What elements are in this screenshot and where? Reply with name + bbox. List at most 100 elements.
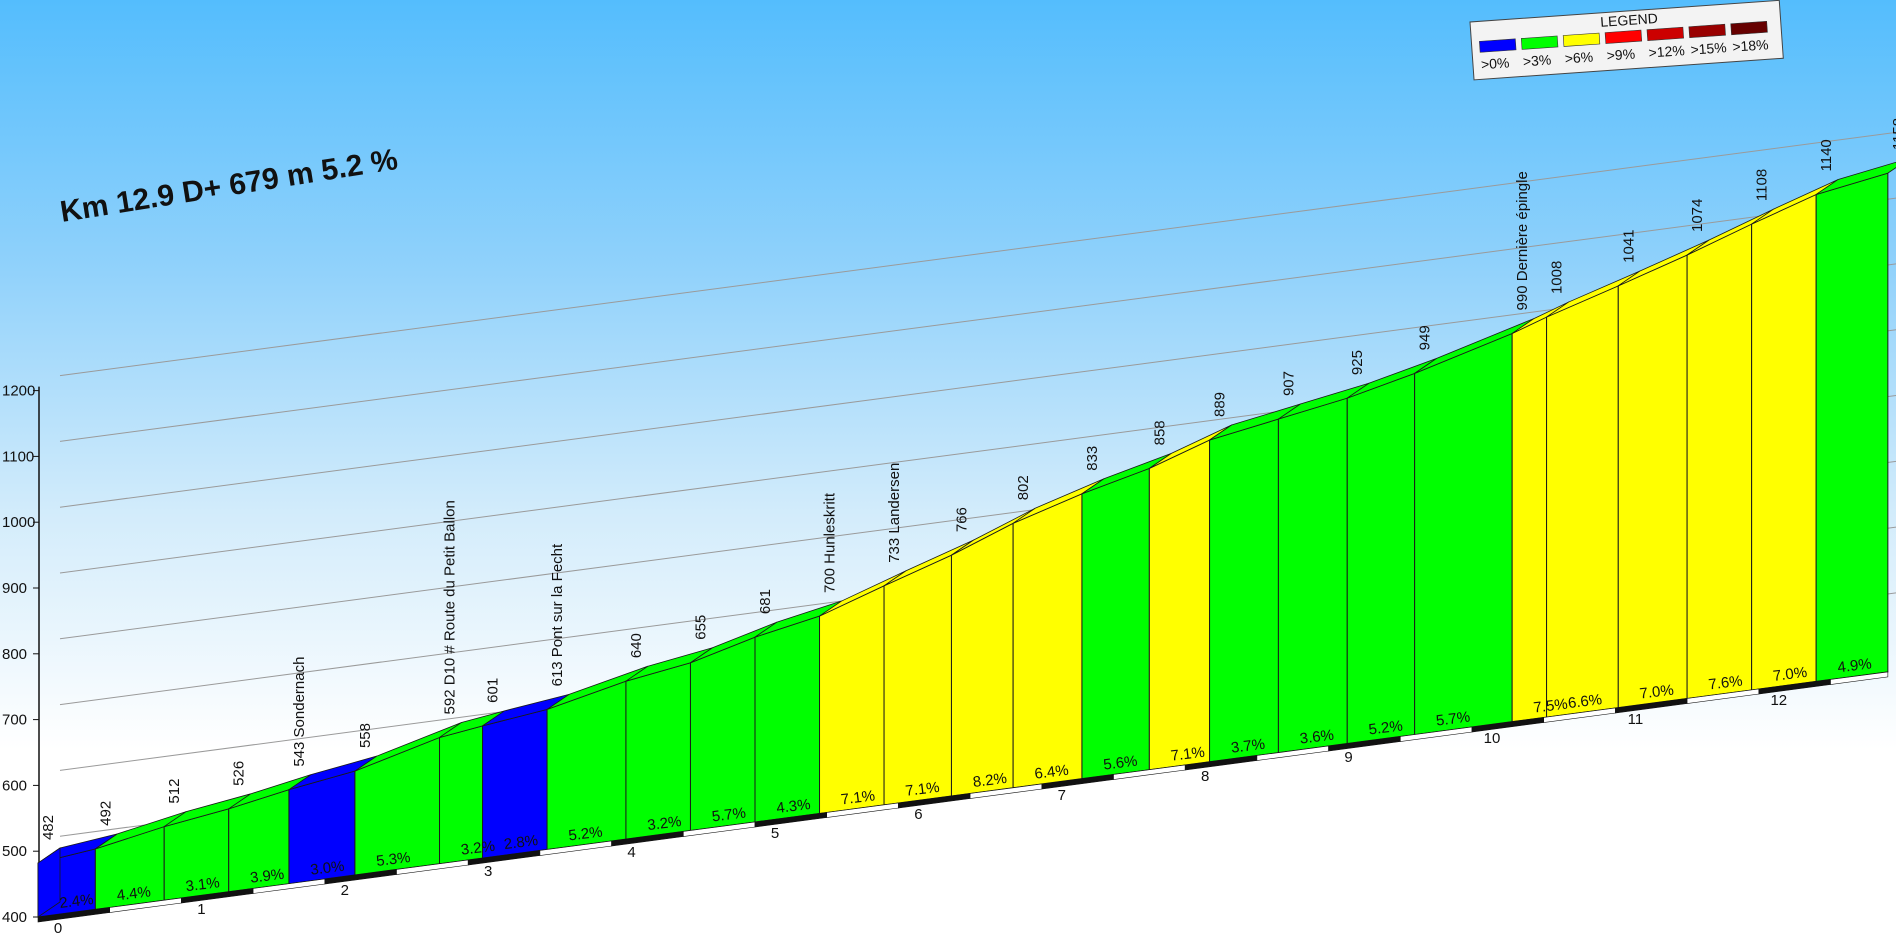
grade-label: 6.4% (1034, 762, 1070, 783)
grade-label: 3.0% (309, 858, 345, 879)
distance-bar (1830, 671, 1889, 685)
grade-label: 4.9% (1837, 655, 1873, 676)
grade-label: 3.6% (1299, 727, 1335, 748)
legend-swatch (1646, 26, 1684, 41)
profile-segment (1081, 467, 1150, 780)
x-tick-label: 5 (771, 825, 779, 842)
grade-label: 7.1% (904, 779, 940, 800)
y-axis: 400 500 600 700 800 900 1000 1100 1200 (2, 383, 40, 926)
legend: LEGEND >0% >3% >6% >9% >12% >15% >18% (1469, 0, 1784, 81)
grade-label: 3.7% (1230, 736, 1266, 757)
legend-title: LEGEND (1600, 10, 1659, 30)
profile-segment (1546, 285, 1619, 718)
y-tick-label: 400 (2, 909, 27, 926)
elevation-label: 1008 (1549, 261, 1566, 294)
profile-segment (1209, 418, 1279, 763)
legend-label: >18% (1732, 36, 1769, 54)
elevation-label: 592 D10 # Route du Petit Ballon (442, 500, 459, 714)
grade-label: 2.8% (503, 832, 539, 853)
gridline (59, 197, 1896, 442)
grade-label: 7.5% (1533, 696, 1569, 717)
elevation-label: 733 Landersen (886, 463, 903, 563)
profile-segment (689, 636, 756, 832)
elevation-label: 925 (1349, 350, 1366, 375)
profile-segment (1012, 493, 1083, 789)
profile-segment (625, 662, 691, 840)
grade-label: 3.2% (460, 838, 496, 859)
grade-label: 4.3% (775, 796, 811, 817)
elevation-label: 907 (1280, 371, 1297, 396)
y-tick-label: 900 (2, 580, 27, 597)
elevation-label: 1158 (1890, 118, 1896, 150)
elevation-label: 482 (40, 815, 57, 840)
grade-label: 3.9% (249, 866, 285, 887)
x-tick-label: 3 (484, 863, 492, 880)
grade-label: 7.0% (1772, 664, 1808, 685)
legend-label: >15% (1690, 39, 1727, 57)
elevation-label: 655 (692, 615, 709, 640)
grade-label: 6.6% (1567, 691, 1603, 712)
elevation-label: 1074 (1689, 199, 1706, 232)
legend-swatch (1730, 20, 1768, 36)
elevation-label: 1041 (1620, 229, 1637, 262)
y-tick-label: 500 (2, 843, 27, 860)
x-tick-label: 8 (1201, 768, 1209, 785)
x-tick-label: 9 (1344, 749, 1352, 766)
grade-label: 5.6% (1102, 753, 1138, 774)
y-tick-label: 1100 (2, 448, 34, 465)
y-tick-label: 800 (2, 646, 27, 663)
elevation-label: 526 (231, 761, 248, 786)
x-tick-label: 1 (197, 901, 205, 918)
x-tick-label: 0 (54, 920, 62, 937)
profile-segment (1617, 254, 1688, 709)
elevation-label: 601 (485, 678, 502, 703)
grade-label: 7.6% (1708, 672, 1744, 693)
legend-label: >6% (1564, 49, 1593, 67)
y-tick-label: 1200 (2, 383, 35, 400)
x-tick-label: 6 (914, 806, 922, 823)
legend-swatch (1520, 35, 1559, 50)
x-tick-label: 7 (1058, 787, 1066, 804)
grade-label: 5.2% (567, 823, 603, 844)
grade-label: 8.2% (972, 770, 1008, 791)
legend-label: >3% (1522, 51, 1551, 69)
elevation-label: 613 Pont sur la Fecht (549, 543, 566, 686)
gridline (59, 131, 1896, 377)
profile-segment (1414, 332, 1513, 736)
elevation-label: 1140 (1818, 139, 1835, 171)
elevation-label: 512 (166, 779, 183, 804)
elevation-label: 558 (357, 723, 374, 748)
elevation-label: 949 (1417, 325, 1434, 350)
profile-segment (950, 522, 1014, 797)
x-tick-label: 2 (341, 882, 349, 899)
profile-segment (1815, 172, 1889, 682)
grade-label: 7.0% (1639, 682, 1675, 703)
profile-segment (1751, 193, 1817, 691)
legend-swatch (1604, 29, 1643, 44)
grade-label: 3.2% (646, 813, 682, 834)
profile-segment-top (1815, 161, 1896, 195)
profile-end-face (37, 847, 61, 918)
profile-bands (37, 161, 1896, 918)
elevation-label: 766 (953, 507, 970, 532)
x-tick-label: 11 (1628, 711, 1644, 728)
y-tick-label: 600 (2, 777, 27, 794)
route-summary: Km 12.9 D+ 679 m 5.2 % (58, 143, 400, 229)
legend-label: >12% (1648, 42, 1685, 60)
grade-label: 5.2% (1368, 717, 1404, 738)
elevation-label: 492 (97, 801, 114, 826)
profile-segment (1346, 372, 1416, 745)
profile-segment (1511, 316, 1548, 723)
grade-label: 7.1% (1170, 744, 1206, 765)
elevation-label: 1108 (1754, 169, 1771, 201)
profile-segment (546, 680, 627, 851)
x-tick-label: 10 (1484, 730, 1501, 747)
profile-segment (819, 584, 885, 815)
elevation-label: 802 (1015, 475, 1032, 500)
elevation-label: 640 (628, 633, 645, 658)
x-tick-label: 12 (1770, 692, 1787, 709)
elevation-label: 889 (1212, 392, 1229, 417)
